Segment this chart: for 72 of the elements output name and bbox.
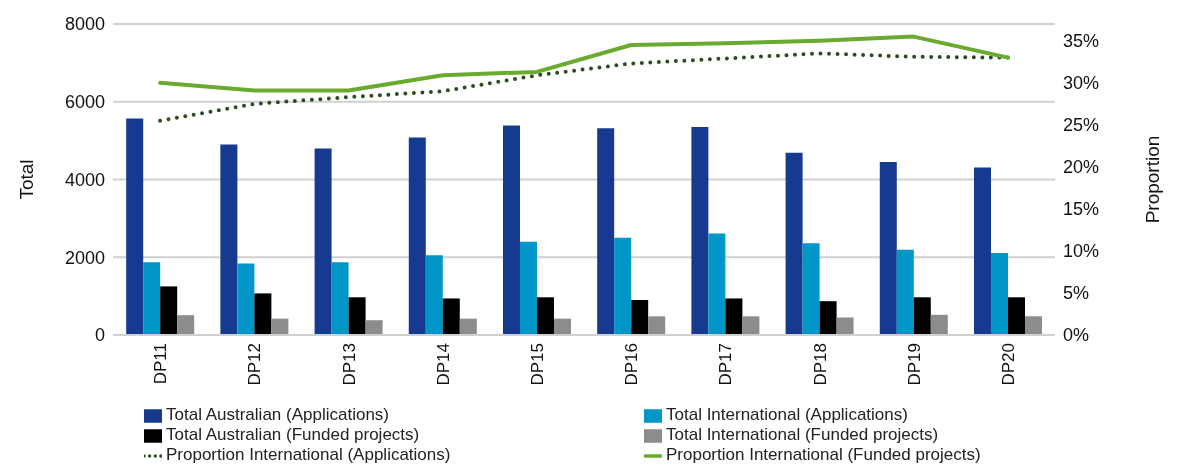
bar	[597, 128, 615, 335]
y2-tick-label: 0%	[1063, 325, 1090, 346]
bar	[160, 286, 178, 335]
y-tick-label: 0	[94, 325, 105, 346]
bar	[459, 318, 477, 335]
bar	[314, 148, 332, 335]
bar	[254, 293, 272, 335]
bar	[648, 316, 666, 335]
y2-tick-label: 10%	[1063, 241, 1100, 262]
bar	[708, 233, 726, 335]
bar	[742, 316, 760, 335]
bar	[896, 249, 914, 335]
x-tick-label: DP15	[527, 343, 547, 386]
bar	[126, 118, 144, 335]
bar	[271, 318, 289, 335]
bar	[836, 317, 854, 335]
bar	[930, 314, 948, 335]
bar	[1024, 316, 1042, 335]
x-tick-label: DP11	[151, 343, 171, 385]
bar	[331, 262, 349, 335]
bar	[913, 297, 931, 335]
y2-tick-label: 25%	[1063, 115, 1100, 136]
legend-label: Total International (Funded projects)	[666, 425, 939, 444]
bar	[502, 125, 520, 335]
bar	[691, 127, 709, 335]
bar	[879, 162, 897, 335]
x-tick-label: DP17	[716, 343, 736, 386]
bar	[519, 241, 537, 335]
y2-tick-label: 15%	[1063, 199, 1100, 220]
x-tick-label: DP13	[339, 343, 359, 386]
y2-axis-title: Proportion	[1141, 135, 1163, 224]
legend-label: Total Australian (Applications)	[166, 405, 390, 424]
bar	[973, 167, 991, 335]
bar	[442, 298, 460, 335]
y-tick-label: 8000	[64, 14, 105, 35]
legend-label: Proportion International (Funded projects)	[666, 445, 981, 464]
y-tick-label: 4000	[64, 169, 105, 190]
y-tick-label: 6000	[64, 92, 105, 113]
legend-label: Proportion International (Applications)	[166, 445, 451, 464]
x-tick-label: DP14	[433, 343, 453, 386]
legend-label: Total International (Applications)	[666, 405, 908, 424]
x-tick-label: DP19	[904, 343, 924, 386]
y-tick-label: 2000	[64, 247, 105, 268]
x-tick-label: DP20	[998, 343, 1018, 386]
bar	[1007, 297, 1025, 335]
y2-tick-label: 20%	[1063, 157, 1100, 178]
x-tick-label: DP18	[810, 343, 830, 386]
y2-tick-label: 5%	[1063, 283, 1090, 304]
legend-label: Total Australian (Funded projects)	[166, 425, 420, 444]
bar	[819, 301, 837, 335]
x-tick-label: DP16	[622, 343, 642, 386]
bar	[553, 318, 571, 335]
bar	[365, 320, 383, 335]
bar	[220, 144, 238, 335]
bar	[348, 297, 366, 335]
bar	[408, 137, 426, 335]
bar	[990, 252, 1008, 335]
y2-tick-label: 30%	[1063, 73, 1100, 94]
y-axis-title: Total	[15, 159, 37, 200]
x-tick-label: DP12	[245, 343, 265, 386]
bar	[425, 255, 443, 335]
bar	[536, 297, 554, 335]
bar	[802, 243, 820, 335]
line-series	[158, 34, 1010, 93]
bar	[785, 152, 803, 335]
bar	[725, 298, 743, 335]
bar	[177, 315, 195, 335]
bar	[143, 262, 161, 335]
y2-tick-label: 35%	[1063, 31, 1100, 52]
bar	[614, 237, 632, 335]
bar	[237, 263, 255, 335]
bar	[631, 300, 649, 335]
